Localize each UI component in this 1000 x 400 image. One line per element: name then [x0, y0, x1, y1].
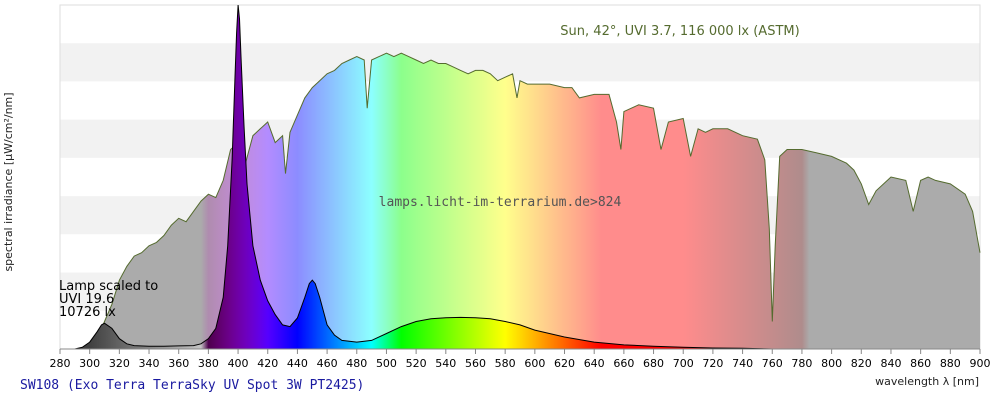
sun-annotation: Sun, 42°, UVI 3.7, 116 000 lx (ASTM): [560, 24, 799, 39]
lamp-annotation-line-1: Lamp scaled to: [59, 279, 158, 294]
x-tick-label: 380: [198, 357, 219, 370]
lamp-annotation-line-2: UVI 19.6: [59, 292, 114, 307]
x-tick-label: 300: [79, 357, 100, 370]
x-tick-label: 720: [702, 357, 723, 370]
x-tick-label: 880: [940, 357, 961, 370]
x-tick-label: 360: [168, 357, 189, 370]
grid-band: [60, 43, 980, 82]
x-tick-label: 900: [970, 357, 991, 370]
x-tick-label: 560: [465, 357, 486, 370]
x-tick-label: 540: [435, 357, 456, 370]
chart-caption: SW108 (Exo Terra TerraSky UV Spot 3W PT2…: [20, 378, 364, 393]
x-tick-label: 860: [910, 357, 931, 370]
sun-spectrum-line: [89, 52, 981, 348]
x-tick-label: 640: [584, 357, 605, 370]
x-axis-title: wavelength λ [nm]: [875, 375, 979, 388]
x-tick-label: 420: [257, 357, 278, 370]
x-tick-label: 820: [851, 357, 872, 370]
x-tick-label: 800: [821, 357, 842, 370]
x-tick-label: 680: [643, 357, 664, 370]
x-tick-label: 500: [376, 357, 397, 370]
x-tick-label: 400: [228, 357, 249, 370]
x-tick-label: 700: [673, 357, 694, 370]
x-tick-label: 480: [346, 357, 367, 370]
x-tick-label: 460: [317, 357, 338, 370]
watermark-text: lamps.licht-im-terrarium.de>824: [379, 195, 622, 210]
x-tick-label: 520: [406, 357, 427, 370]
grid-band: [60, 5, 980, 44]
x-tick-label: 840: [880, 357, 901, 370]
x-tick-label: 740: [732, 357, 753, 370]
x-tick-label: 340: [139, 357, 160, 370]
x-tick-label: 780: [791, 357, 812, 370]
x-tick-label: 320: [109, 357, 130, 370]
y-axis-title: spectral irradiance [µW/cm²/nm]: [2, 92, 15, 271]
lamp-spectrum-area: [74, 5, 773, 349]
x-tick-label: 760: [762, 357, 783, 370]
x-tick-label: 580: [495, 357, 516, 370]
x-tick-label: 660: [613, 357, 634, 370]
sun-spectrum-area: [89, 53, 980, 349]
x-axis: 280 300 320 340 360 380 400 420 440 460 480 500 520 5…: [50, 348, 991, 370]
x-tick-label: 280: [50, 357, 71, 370]
lamp-annotation-line-3: 10726 lx: [59, 305, 116, 320]
x-tick-label: 620: [554, 357, 575, 370]
lamp-spectrum-line: [74, 4, 773, 350]
x-tick-label: 440: [287, 357, 308, 370]
x-tick-label: 600: [524, 357, 545, 370]
